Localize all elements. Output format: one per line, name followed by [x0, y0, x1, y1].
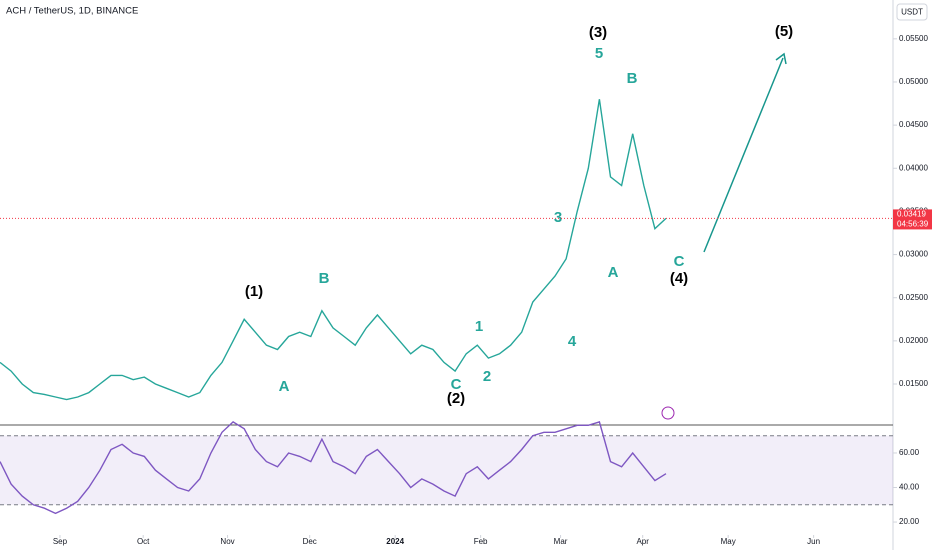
price-line: [0, 99, 667, 401]
wave-label: A: [279, 378, 290, 395]
wave-label: 4: [568, 333, 577, 350]
wave-label: 3: [554, 209, 562, 226]
wave-label: C: [674, 253, 685, 270]
rsi-line: [0, 421, 667, 515]
countdown: 04:56:39: [897, 220, 929, 229]
arrow-head: [775, 52, 787, 65]
price-tick-label: 0.05500: [899, 34, 928, 43]
wave-label: C: [451, 376, 462, 393]
time-tick-label: Apr: [636, 537, 649, 546]
price-tick-label: 0.04500: [899, 120, 928, 129]
currency-label[interactable]: USDT: [901, 8, 923, 17]
price-tick-label: 0.05000: [899, 77, 928, 86]
time-tick-label: Feb: [474, 537, 488, 546]
last-price-tag: [893, 209, 932, 230]
rsi-tick-label: 20.00: [899, 517, 920, 526]
symbol-title: ACH / TetherUS, 1D, BINANCE: [6, 6, 138, 17]
rsi-band: [0, 435, 893, 505]
event-icon[interactable]: [661, 406, 675, 420]
wave-label: (4): [670, 270, 688, 287]
wave-label: (1): [245, 283, 263, 300]
time-tick-label: Oct: [137, 537, 150, 546]
last-price-label: 0.03419: [897, 210, 926, 219]
wave-label: A: [608, 264, 619, 281]
price-tick-label: 0.02500: [899, 293, 928, 302]
wave-label: 1: [475, 318, 483, 335]
wave-label: 2: [483, 368, 491, 385]
currency-button[interactable]: [896, 3, 928, 21]
time-tick-label: May: [721, 537, 736, 546]
price-tick-label: 0.01500: [899, 379, 928, 388]
wave-label: (2): [447, 390, 465, 407]
projection-arrow: [703, 57, 784, 253]
price-tick-label: 0.03000: [899, 250, 928, 259]
wave-label: 5: [595, 45, 603, 62]
price-tick-label: 0.04000: [899, 163, 928, 172]
rsi-tick-label: 40.00: [899, 483, 920, 492]
time-tick-label: Dec: [303, 537, 317, 546]
wave-label: (3): [589, 24, 607, 41]
time-tick-label: 2024: [386, 537, 404, 546]
rsi-tick-label: 60.00: [899, 448, 920, 457]
time-tick-label: Sep: [53, 537, 68, 546]
price-tick-label: 0.02000: [899, 336, 928, 345]
wave-label: B: [319, 270, 330, 287]
time-tick-label: Mar: [554, 537, 568, 546]
wave-label: B: [627, 70, 638, 87]
time-tick-label: Nov: [220, 537, 234, 546]
time-tick-label: Jun: [807, 537, 820, 546]
wave-label: (5): [775, 23, 793, 40]
